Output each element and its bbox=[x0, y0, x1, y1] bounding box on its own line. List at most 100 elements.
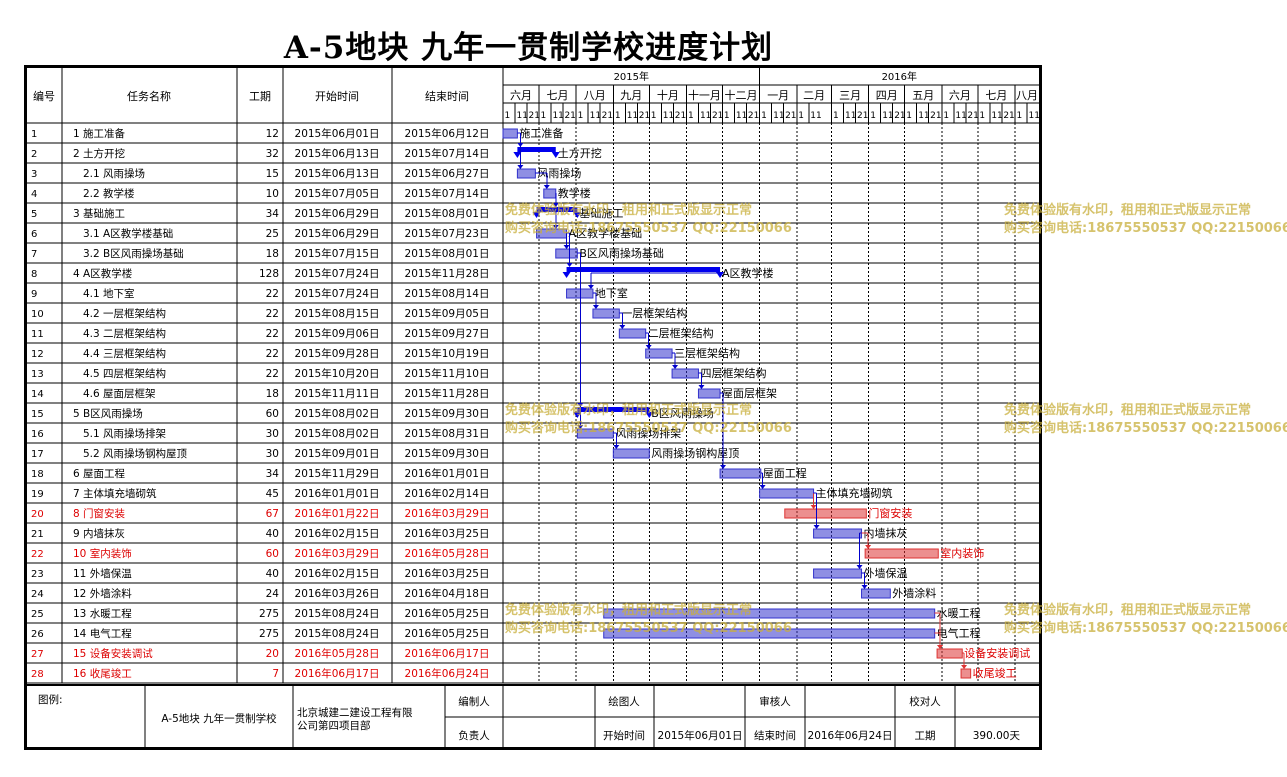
task-name: 4.4 三层框架结构 bbox=[83, 347, 166, 360]
task-name: 4.5 四层框架结构 bbox=[83, 367, 166, 380]
summary-bar bbox=[517, 147, 556, 152]
dekad-label: 21 bbox=[675, 111, 686, 121]
task-end: 2016年05月25日 bbox=[405, 627, 490, 640]
task-duration: 67 bbox=[266, 508, 279, 520]
column-header-start: 开始时间 bbox=[315, 89, 359, 103]
task-id: 9 bbox=[31, 289, 37, 300]
dekad-label: 11 bbox=[955, 111, 966, 121]
task-start: 2015年06月29日 bbox=[295, 207, 380, 220]
dekad-label: 11 bbox=[773, 111, 784, 121]
bar-label: 屋面层框架 bbox=[722, 387, 777, 400]
bar-label: 屋面工程 bbox=[763, 467, 807, 480]
summary-end-marker bbox=[645, 412, 654, 418]
task-start: 2015年11月11日 bbox=[295, 387, 380, 400]
task-bar bbox=[555, 248, 578, 259]
task-id: 21 bbox=[31, 529, 44, 540]
bar-label: 设备安装调试 bbox=[964, 646, 1030, 660]
dependency-arrow bbox=[813, 525, 820, 529]
column-header-end: 结束时间 bbox=[425, 90, 469, 103]
task-id: 25 bbox=[31, 609, 44, 620]
dekad-label: 1 bbox=[833, 111, 839, 121]
task-duration: 24 bbox=[266, 588, 280, 600]
task-bar bbox=[719, 468, 762, 479]
task-duration: 45 bbox=[266, 488, 279, 500]
task-end: 2015年08月01日 bbox=[405, 247, 490, 260]
task-duration: 20 bbox=[266, 648, 279, 660]
task-end: 2015年09月30日 bbox=[405, 447, 490, 460]
task-id: 27 bbox=[31, 649, 44, 660]
summary-start-marker bbox=[562, 272, 571, 278]
task-name: 14 电气工程 bbox=[73, 627, 132, 640]
task-name: 3 基础施工 bbox=[73, 207, 125, 220]
task-id: 4 bbox=[31, 189, 37, 200]
bar-label: 主体填充墙砌筑 bbox=[816, 486, 893, 500]
task-end: 2015年08月14日 bbox=[405, 287, 490, 300]
task-name: 2.1 风雨操场 bbox=[83, 167, 145, 180]
task-bar bbox=[576, 428, 614, 439]
dependency-arrow bbox=[861, 585, 868, 589]
task-end: 2016年04月18日 bbox=[405, 587, 490, 600]
checker-label: 校对人 bbox=[909, 695, 941, 708]
critical-task-bar bbox=[784, 508, 867, 519]
task-start: 2015年07月05日 bbox=[295, 187, 380, 200]
dekad-label: 1 bbox=[505, 111, 511, 121]
bar-label: 水暖工程 bbox=[937, 607, 981, 620]
task-name: 4.1 地下室 bbox=[83, 287, 135, 300]
task-id: 13 bbox=[31, 369, 44, 380]
summary-bar bbox=[566, 267, 721, 272]
task-duration: 275 bbox=[259, 608, 279, 620]
task-name: 16 收尾竣工 bbox=[73, 667, 132, 680]
task-duration: 22 bbox=[266, 368, 279, 380]
task-duration: 22 bbox=[266, 288, 279, 300]
dependency-arrow bbox=[865, 545, 872, 549]
dekad-label: 11 bbox=[700, 111, 711, 121]
task-start: 2016年06月17日 bbox=[295, 667, 380, 680]
task-start: 2016年01月22日 bbox=[295, 507, 380, 520]
task-id: 20 bbox=[31, 509, 44, 520]
column-header-id: 编号 bbox=[33, 89, 55, 103]
task-name: 7 主体填充墙砌筑 bbox=[73, 487, 157, 500]
task-duration: 128 bbox=[259, 268, 279, 280]
task-name: 4.6 屋面层框架 bbox=[83, 387, 156, 400]
task-bar bbox=[759, 488, 815, 499]
column-header-name: 任务名称 bbox=[127, 89, 171, 103]
task-end: 2016年03月25日 bbox=[405, 527, 490, 540]
task-name: 12 外墙涂料 bbox=[73, 587, 132, 600]
dependency-arrow bbox=[552, 225, 559, 229]
dependency-arrow bbox=[592, 305, 599, 309]
dependency-arrow bbox=[563, 245, 570, 249]
dekad-label: 21 bbox=[639, 111, 650, 121]
dekad-label: 1 bbox=[798, 111, 804, 121]
dependency-arrow bbox=[856, 565, 863, 569]
task-duration: 12 bbox=[266, 128, 279, 140]
critical-task-bar bbox=[936, 648, 963, 659]
task-end: 2015年10月19日 bbox=[405, 347, 490, 360]
dependency-arrow bbox=[543, 185, 550, 189]
task-duration: 7 bbox=[272, 668, 279, 680]
bar-label: 电气工程 bbox=[937, 626, 981, 640]
task-bar bbox=[813, 568, 863, 579]
bar-label: B区风雨操场 bbox=[651, 406, 714, 420]
task-id: 26 bbox=[31, 629, 44, 640]
legend-label: 图例: bbox=[38, 693, 63, 706]
responsible-label: 负责人 bbox=[458, 729, 490, 742]
dependency-arrow bbox=[720, 465, 727, 469]
dekad-label: 11 bbox=[918, 111, 929, 121]
summary-end-marker bbox=[551, 152, 560, 158]
task-id: 7 bbox=[31, 249, 37, 260]
bar-label: B区风雨操场基础 bbox=[579, 246, 664, 260]
footer-start-value: 2015年06月01日 bbox=[658, 729, 743, 742]
task-start: 2016年03月29日 bbox=[295, 547, 380, 560]
dependency-arrow bbox=[672, 365, 679, 369]
dekad-label: 11 bbox=[590, 111, 601, 121]
task-start: 2015年09月06日 bbox=[295, 327, 380, 340]
task-start: 2015年06月01日 bbox=[295, 127, 380, 140]
task-duration: 30 bbox=[266, 448, 279, 460]
dekad-label: 21 bbox=[785, 111, 796, 121]
task-end: 2015年06月27日 bbox=[405, 167, 490, 180]
task-start: 2015年06月29日 bbox=[295, 227, 380, 240]
task-name: 13 水暖工程 bbox=[73, 607, 132, 620]
task-end: 2015年07月23日 bbox=[405, 227, 490, 240]
dependency-arrow bbox=[566, 263, 573, 267]
task-end: 2015年11月28日 bbox=[405, 387, 490, 400]
